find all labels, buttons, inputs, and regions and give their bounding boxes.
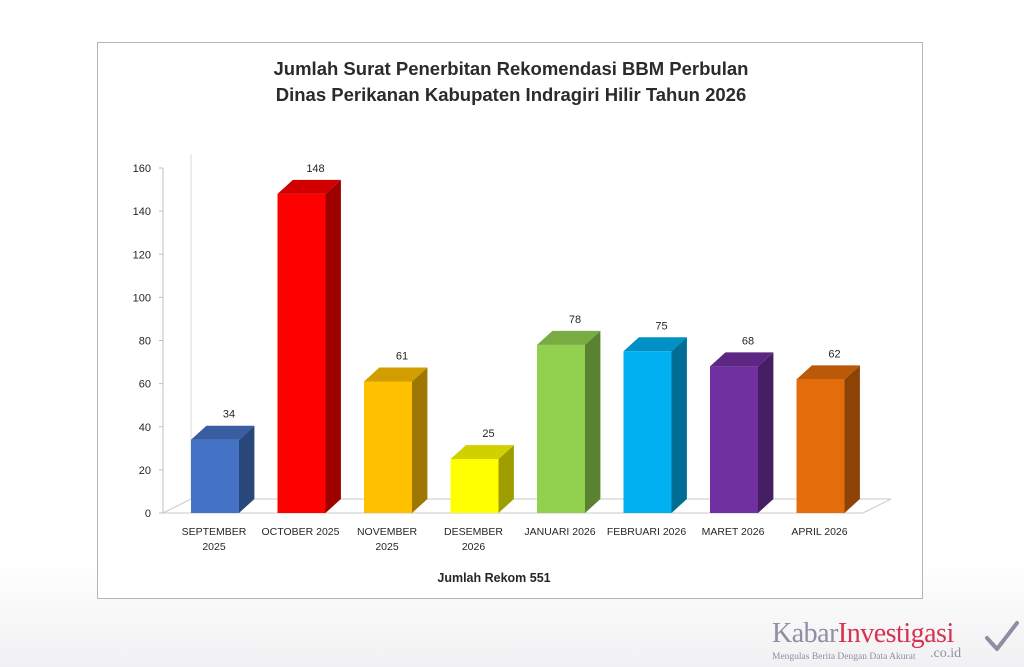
bar-top-face xyxy=(191,425,255,440)
watermark-brand-part1: Kabar xyxy=(772,618,838,649)
bar-value-label: 25 xyxy=(482,428,494,440)
bar-value-label: 34 xyxy=(223,409,235,421)
bar xyxy=(191,425,255,513)
watermark-brand: KabarInvestigasi xyxy=(772,618,954,650)
chart-title-line: Jumlah Surat Penerbitan Rekomendasi BBM … xyxy=(274,58,749,79)
watermark-brand-part2: Investigasi xyxy=(837,618,954,649)
bar-side-face xyxy=(671,337,687,513)
bar-side-face xyxy=(585,330,601,513)
bar xyxy=(277,179,341,513)
bar xyxy=(537,330,601,513)
bar-front-face xyxy=(191,439,239,513)
bar-value-label: 62 xyxy=(828,348,840,360)
bar-side-face xyxy=(325,179,341,513)
chart-floor xyxy=(162,498,892,514)
bar-side-face xyxy=(844,365,860,513)
x-category-label: APRIL 2026 xyxy=(791,526,847,538)
bar-side-face xyxy=(758,352,774,513)
bar-front-face xyxy=(364,381,412,513)
y-tick-label: 80 xyxy=(139,336,151,348)
x-category-label: SEPTEMBER 2025 xyxy=(182,526,247,553)
bar-side-face xyxy=(239,425,255,513)
bar-front-face xyxy=(450,459,499,513)
bar-top-face xyxy=(796,365,860,380)
x-category-label: MARET 2026 xyxy=(702,526,765,538)
bar-side-face xyxy=(498,445,514,513)
x-category-label: JANUARI 2026 xyxy=(524,526,595,538)
bar-value-label: 68 xyxy=(742,335,754,347)
y-tick-label: 60 xyxy=(139,379,151,391)
y-tick-label: 140 xyxy=(133,206,151,218)
bar-front-face xyxy=(623,351,672,513)
bar xyxy=(450,445,514,513)
bar xyxy=(710,352,774,513)
bar-side-face xyxy=(412,367,428,513)
x-category-label: DESEMBER 2026 xyxy=(444,526,503,553)
bar xyxy=(796,365,860,513)
bar-front-face xyxy=(537,344,585,513)
x-category-label: FEBRUARI 2026 xyxy=(607,526,687,538)
bar-top-face xyxy=(710,352,774,367)
bar-front-face xyxy=(710,366,758,513)
y-tick-label: 120 xyxy=(133,249,151,261)
watermark-tagline: Mengulas Berita Dengan Data Akurat xyxy=(772,652,916,662)
bar-top-face xyxy=(364,367,428,382)
watermark-domain: .co.id xyxy=(930,646,962,661)
bar-value-label: 78 xyxy=(569,314,581,326)
chart-frame: Jumlah Surat Penerbitan Rekomendasi BBM … xyxy=(97,42,923,599)
checkmark-icon xyxy=(985,621,1019,651)
bar-chart: Jumlah Surat Penerbitan Rekomendasi BBM … xyxy=(133,58,892,585)
x-axis-title: Jumlah Rekom 551 xyxy=(437,571,550,585)
y-tick-label: 100 xyxy=(133,292,151,304)
bar-value-label: 148 xyxy=(306,163,324,175)
bar-value-label: 75 xyxy=(655,320,667,332)
x-category-label: OCTOBER 2025 xyxy=(261,526,339,538)
bar-top-face xyxy=(537,330,601,345)
bar-value-label: 61 xyxy=(396,350,408,362)
bar-top-face xyxy=(450,445,514,460)
bar xyxy=(623,337,687,513)
bar-front-face xyxy=(277,193,326,513)
x-category-label: NOVEMBER 2025 xyxy=(357,526,418,553)
bar-front-face xyxy=(796,379,845,513)
bar-top-face xyxy=(623,337,687,352)
y-tick-label: 160 xyxy=(133,163,151,175)
watermark-logo: KabarInvestigasi .co.id Mengulas Berita … xyxy=(772,618,1022,664)
y-tick-label: 0 xyxy=(145,508,151,520)
bar-top-face xyxy=(277,179,341,194)
y-tick-label: 40 xyxy=(139,422,151,434)
bar xyxy=(364,367,428,513)
y-tick-label: 20 xyxy=(139,465,151,477)
chart-title-line: Dinas Perikanan Kabupaten Indragiri Hili… xyxy=(276,84,747,105)
